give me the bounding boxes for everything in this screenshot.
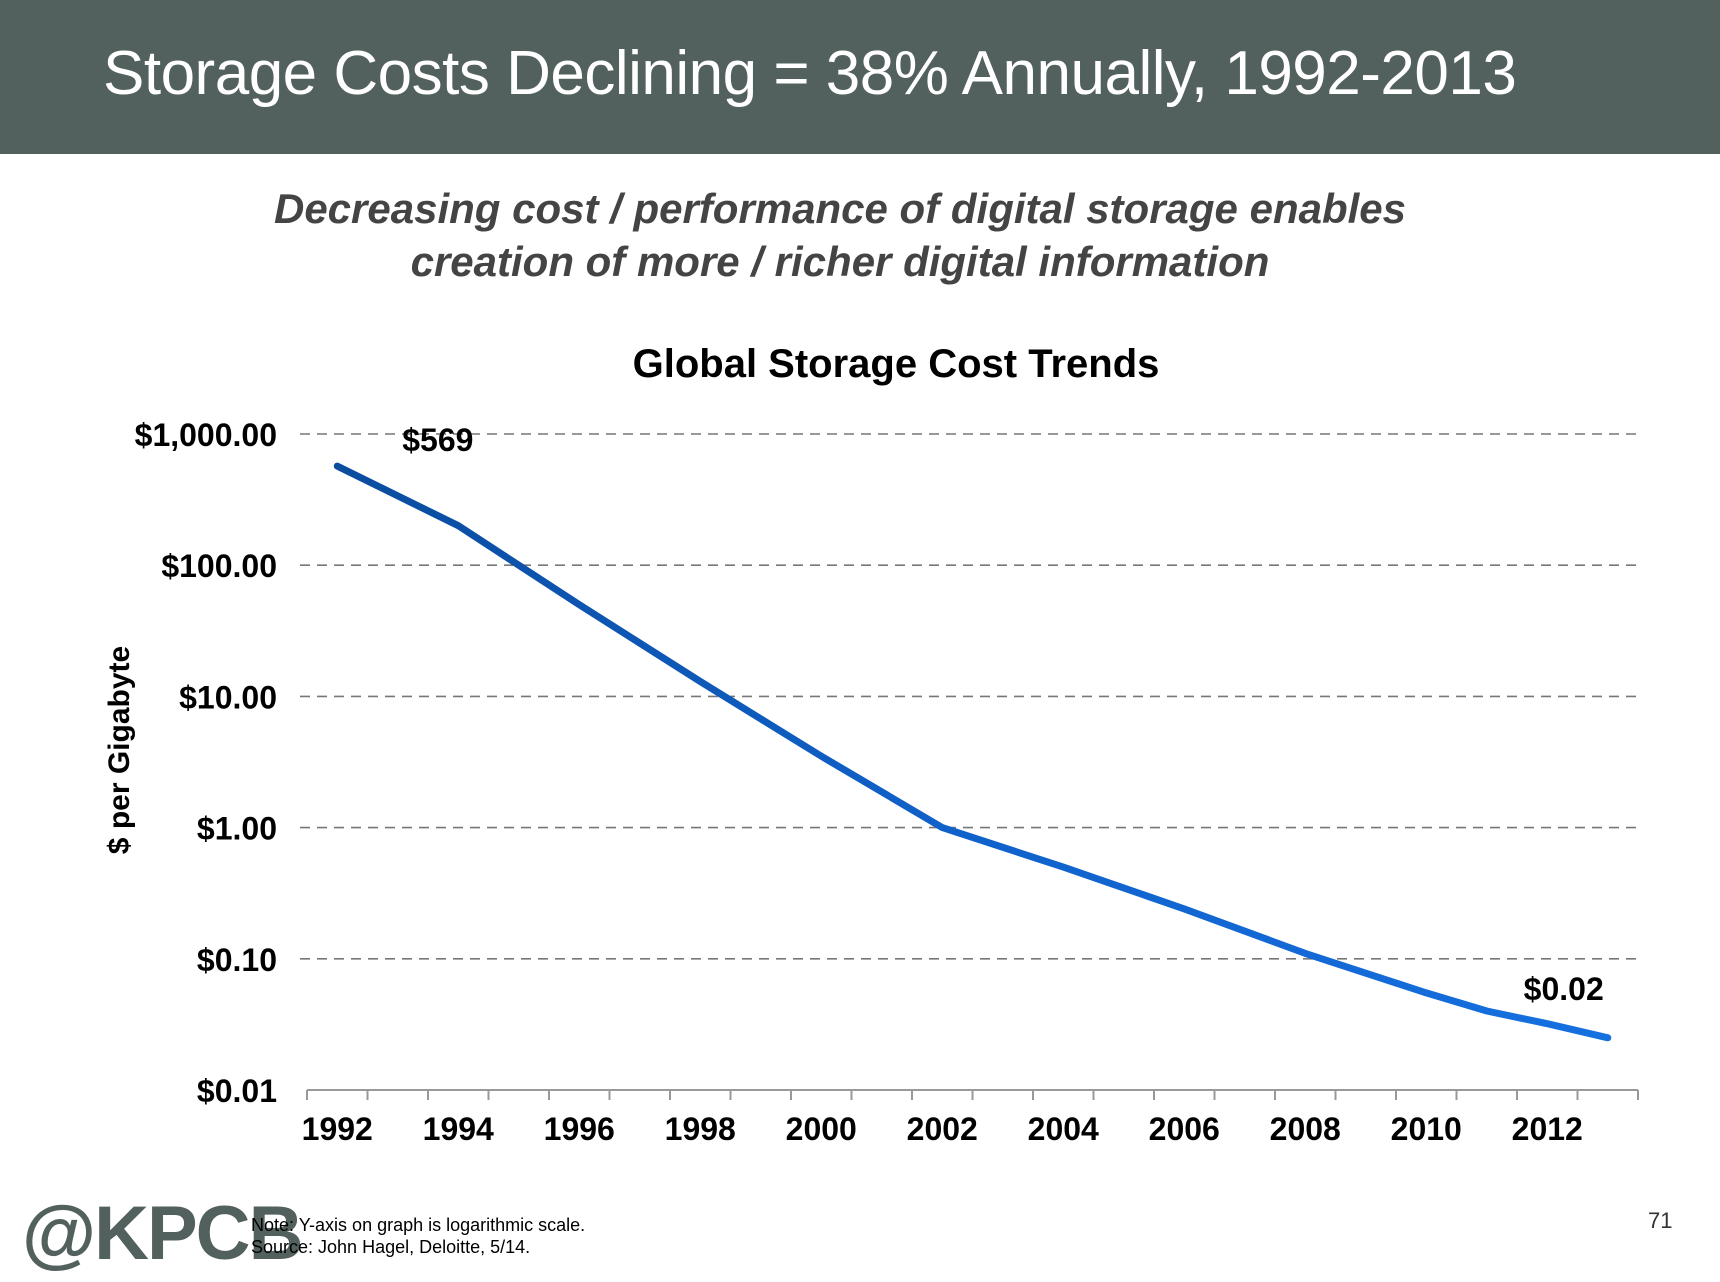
x-tick-label: 1996 xyxy=(544,1111,615,1147)
x-tick-label: 2000 xyxy=(786,1111,857,1147)
page-number: 71 xyxy=(1648,1208,1673,1233)
x-axis xyxy=(306,1089,1639,1100)
x-tick-label: 1994 xyxy=(423,1111,494,1147)
y-tick-label: $10.00 xyxy=(179,679,277,715)
chart-title: Global Storage Cost Trends xyxy=(633,342,1160,386)
x-tick-label: 1998 xyxy=(665,1111,736,1147)
subtitle-line-1: Decreasing cost / performance of digital… xyxy=(273,185,1406,232)
y-tick-label: $0.01 xyxy=(197,1073,277,1109)
series-line xyxy=(333,462,1612,1042)
y-tick-labels: $1,000.00 $100.00 $10.00 $1.00 $0.10 $0.01 xyxy=(135,417,277,1109)
x-tick-label: 2006 xyxy=(1149,1111,1220,1147)
x-tick-label: 2004 xyxy=(1028,1111,1099,1147)
x-tick-label: 1992 xyxy=(302,1111,373,1147)
y-axis-label: $ per Gigabyte xyxy=(103,646,136,854)
x-tick-label: 2008 xyxy=(1270,1111,1341,1147)
subtitle-line-2: creation of more / richer digital inform… xyxy=(410,238,1270,285)
slide-subtitle: Decreasing cost / performance of digital… xyxy=(0,182,1680,288)
source-note: Source: John Hagel, Deloitte, 5/14. xyxy=(251,1237,531,1257)
x-tick-label: 2012 xyxy=(1512,1111,1583,1147)
y-tick-label: $1.00 xyxy=(197,811,277,847)
y-tick-label: $0.10 xyxy=(197,942,277,978)
scale-note: Note: Y-axis on graph is logarithmic sca… xyxy=(251,1215,586,1235)
series-path xyxy=(333,462,1612,1042)
series-layer xyxy=(333,462,1612,1042)
x-tick-label: 2002 xyxy=(907,1111,978,1147)
x-tick-labels: 1992 1994 1996 1998 2000 2002 2004 2006 2008 2010… xyxy=(302,1111,1583,1147)
slide-title: Storage Costs Declining = 38% Annually, … xyxy=(103,39,1517,108)
y-tick-label: $1,000.00 xyxy=(135,417,277,453)
data-labels: $569 $0.02 xyxy=(402,422,1604,1007)
y-tick-label: $100.00 xyxy=(161,548,277,584)
slide-header: Storage Costs Declining = 38% Annually, … xyxy=(0,0,1720,154)
footnotes: Note: Y-axis on graph is logarithmic sca… xyxy=(251,1214,585,1258)
grid-lines xyxy=(300,433,1638,960)
data-label: $569 xyxy=(402,422,473,458)
kpcb-logo: @KPCB xyxy=(22,1191,303,1276)
x-tick-label: 2010 xyxy=(1391,1111,1462,1147)
data-label: $0.02 xyxy=(1524,971,1604,1007)
